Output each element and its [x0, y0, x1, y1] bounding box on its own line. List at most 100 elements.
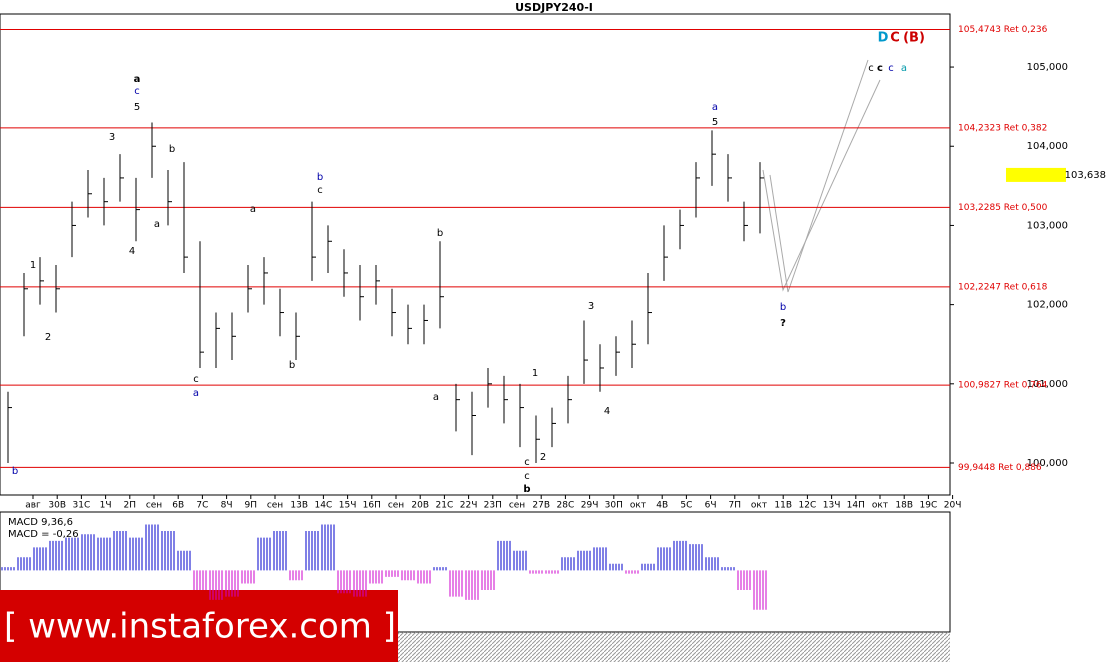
- wave-label: c: [134, 86, 140, 97]
- x-tick-label: 4В: [656, 501, 668, 511]
- y-tick-label: 103,000: [1027, 220, 1068, 231]
- wave-label: 1: [532, 368, 538, 379]
- wave-label: 5: [134, 102, 140, 113]
- wave-label: c: [888, 63, 894, 74]
- projection: [762, 79, 881, 292]
- wave-label: 4: [129, 246, 135, 257]
- x-tick-label: окт: [872, 501, 888, 511]
- x-tick-label: 21С: [436, 501, 454, 511]
- y-tick-label: 105,000: [1027, 62, 1068, 73]
- x-tick-label: 29Ч: [581, 501, 599, 511]
- price-box: [1006, 167, 1066, 182]
- x-tick-label: авг: [25, 501, 41, 511]
- x-tick-label: 20В: [411, 501, 429, 511]
- wave-label: b: [780, 302, 786, 313]
- wave-label: b: [169, 144, 175, 155]
- wave-label: b: [437, 228, 443, 239]
- level-label: 99,9448 Ret 0,886: [958, 463, 1042, 473]
- wave-label: a: [193, 388, 199, 399]
- chart-title: USDJPY240-I: [515, 1, 593, 14]
- x-tick-label: сен: [509, 501, 525, 511]
- wave-label: b: [317, 172, 323, 183]
- wave-label: a: [134, 74, 141, 85]
- x-tick-label: 20Ч: [944, 501, 962, 511]
- level-label: 102,2247 Ret 0,618: [958, 282, 1048, 292]
- y-tick-label: 102,000: [1027, 300, 1068, 311]
- level-label: 104,2323 Ret 0,382: [958, 123, 1047, 133]
- wave-label: (B): [903, 31, 925, 46]
- wave-label: 5: [712, 117, 718, 128]
- wave-label: a: [250, 204, 256, 215]
- wave-label: 1: [30, 260, 36, 271]
- x-tick-label: 23П: [484, 501, 502, 511]
- x-tick-label: 5С: [680, 501, 692, 511]
- wave-label: 3: [588, 301, 594, 312]
- x-tick-label: 30П: [605, 501, 623, 511]
- wave-label: b: [523, 484, 530, 495]
- wave-label: ?: [780, 318, 786, 329]
- x-tick-label: 8Ч: [221, 501, 233, 511]
- macd-title: MACD 9,36,6: [8, 517, 73, 528]
- x-tick-label: 1Ч: [100, 501, 112, 511]
- x-tick-label: 19С: [920, 501, 938, 511]
- macd-label: MACD = -0,26: [8, 529, 79, 540]
- x-tick-label: сен: [388, 501, 404, 511]
- x-tick-label: сен: [267, 501, 283, 511]
- wave-label: c: [524, 471, 530, 482]
- banner-text: [ www.instaforex.com ]: [4, 607, 396, 647]
- level-label: 105,4743 Ret 0,236: [958, 25, 1048, 35]
- projection: [769, 59, 869, 293]
- y-tick-label: 101,000: [1027, 379, 1068, 390]
- x-tick-label: 14С: [315, 501, 333, 511]
- x-tick-label: 7С: [196, 501, 208, 511]
- x-tick-label: 6Ч: [705, 501, 717, 511]
- y-tick-label: 104,000: [1027, 141, 1068, 152]
- price-label: 103,638: [1065, 170, 1106, 181]
- wave-label: b: [289, 360, 295, 371]
- wave-label: 2: [45, 332, 51, 343]
- x-tick-label: 2П: [124, 501, 137, 511]
- x-tick-label: 27В: [532, 501, 550, 511]
- wave-label: 3: [109, 132, 115, 143]
- wave-label: 4: [604, 406, 610, 417]
- main-pane: [0, 13, 951, 496]
- wave-label: 2: [540, 452, 546, 463]
- x-tick-label: 30В: [48, 501, 66, 511]
- wave-label: a: [154, 219, 160, 230]
- x-tick-label: 9П: [245, 501, 258, 511]
- wave-label: b: [12, 466, 18, 477]
- x-tick-label: 14П: [847, 501, 865, 511]
- wave-label: c: [317, 185, 323, 196]
- x-tick-label: 6В: [172, 501, 184, 511]
- x-tick-label: 22Ч: [460, 501, 478, 511]
- wave-label: c: [877, 63, 883, 74]
- x-tick-label: 31С: [73, 501, 91, 511]
- x-tick-label: 28С: [557, 501, 575, 511]
- wave-label: C: [890, 31, 900, 46]
- x-tick-label: 13В: [290, 501, 308, 511]
- wave-label: c: [524, 457, 530, 468]
- x-tick-label: 16П: [363, 501, 381, 511]
- x-tick-label: 13Ч: [823, 501, 841, 511]
- x-tick-label: 15Ч: [339, 501, 357, 511]
- level-label: 100,9827 Ret 0,764: [958, 381, 1048, 391]
- x-tick-label: 12С: [799, 501, 817, 511]
- x-tick-label: 18В: [895, 501, 913, 511]
- wave-label: c: [193, 374, 199, 385]
- wave-label: a: [901, 63, 907, 74]
- wave-label: c: [868, 63, 874, 74]
- x-tick-label: окт: [630, 501, 646, 511]
- banner: [0, 590, 398, 662]
- wave-label: a: [712, 102, 718, 113]
- wave-label: a: [433, 392, 439, 403]
- wave-label: D: [878, 31, 889, 46]
- x-tick-label: 11В: [774, 501, 792, 511]
- hatch: [398, 632, 950, 662]
- x-tick-label: окт: [751, 501, 767, 511]
- level-label: 103,2285 Ret 0,500: [958, 203, 1048, 213]
- y-tick-label: 100,000: [1027, 458, 1068, 469]
- x-tick-label: сен: [146, 501, 162, 511]
- x-tick-label: 7П: [729, 501, 742, 511]
